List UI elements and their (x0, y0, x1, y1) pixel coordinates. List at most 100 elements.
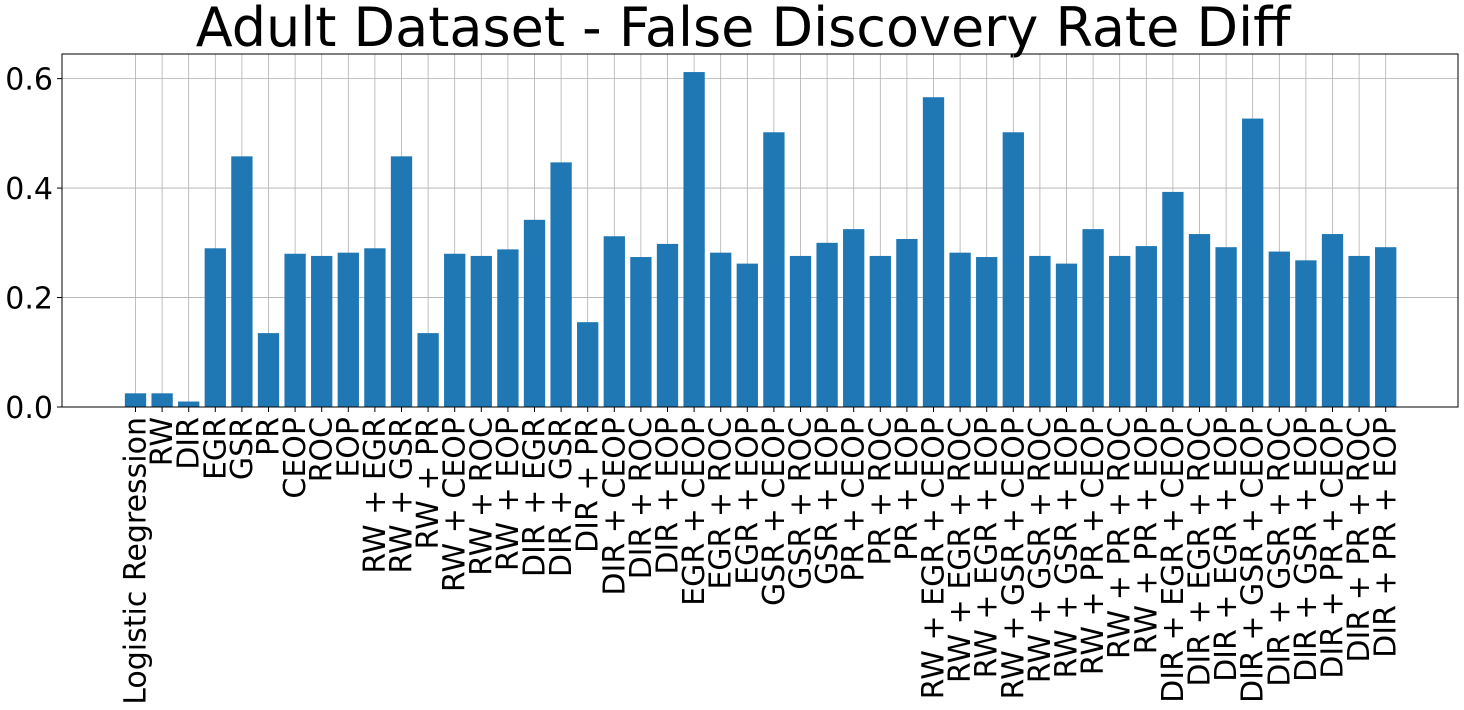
x-tick-label: DIR + EGR (518, 417, 553, 577)
bar (1295, 260, 1317, 407)
bar (869, 255, 891, 407)
bar (816, 242, 838, 407)
x-tick-label: RW + PR + EOP (1129, 417, 1164, 654)
chart-title: Adult Dataset - False Discovery Rate Dif… (196, 0, 1292, 59)
y-axis-ticks: 0.0 0.2 0.4 0.6 (5, 63, 62, 426)
bar (364, 248, 386, 407)
x-tick-label: DIR + GSR + EOP (1289, 417, 1324, 682)
bar (497, 249, 519, 407)
x-tick-label: RW + GSR + ROC (1023, 417, 1058, 683)
x-tick-label: DIR + EGR + ROC (1183, 417, 1218, 687)
x-tick-label: DIR + CEOP (597, 417, 632, 596)
x-axis-ticks: Logistic RegressionRWDIREGRGSRPRCEOPROCE… (119, 407, 1404, 705)
bar (523, 219, 546, 407)
bar (1348, 255, 1370, 407)
x-tick-label: DIR + EGR + CEOP (1156, 417, 1191, 703)
bar (1082, 229, 1104, 407)
bar (949, 252, 971, 407)
x-tick-label: RW + EOP (491, 417, 526, 571)
y-tick-label: 0.0 (5, 391, 53, 426)
x-tick-label: EGR + ROC (704, 417, 739, 590)
x-tick-label: RW (145, 417, 180, 466)
bar (1268, 251, 1290, 407)
bar (1055, 263, 1078, 407)
x-tick-label: RW + GSR (385, 417, 420, 574)
bar (736, 263, 758, 407)
x-tick-label: DIR + GSR + CEOP (1236, 417, 1271, 703)
x-tick-label: PR + EOP (890, 417, 925, 561)
x-tick-label: RW + CEOP (438, 417, 473, 592)
x-tick-label: GSR (225, 417, 260, 480)
x-tick-label: RW + PR + ROC (1103, 417, 1138, 659)
x-tick-label: DIR + PR + CEOP (1316, 417, 1351, 679)
bar (151, 393, 173, 407)
bar (922, 97, 945, 407)
bar (683, 72, 705, 408)
bars-layer (124, 72, 1397, 408)
x-tick-label: RW + EGR (358, 417, 393, 574)
bar (789, 255, 812, 407)
bar (550, 162, 572, 407)
y-tick-label: 0.2 (5, 282, 53, 317)
bar (976, 257, 998, 407)
bar (1215, 247, 1237, 407)
x-tick-label: RW + ROC (464, 417, 499, 576)
bar (1029, 255, 1051, 407)
bar (1188, 234, 1211, 407)
y-tick-label: 0.6 (5, 63, 53, 98)
bar (1321, 234, 1344, 407)
x-tick-label: DIR + PR + EOP (1369, 417, 1404, 658)
bar (656, 243, 679, 407)
x-tick-label: DIR + GSR (544, 417, 579, 577)
x-tick-label: DIR + ROC (624, 417, 659, 579)
bar (1002, 132, 1024, 407)
x-tick-label: DIR + PR + ROC (1342, 417, 1377, 663)
x-tick-label: DIR + EGR + EOP (1209, 417, 1244, 682)
x-tick-label: DIR + GSR + ROC (1262, 417, 1297, 687)
bar (843, 229, 865, 407)
x-tick-label: PR + ROC (863, 417, 898, 566)
x-tick-label: ROC (305, 417, 340, 482)
bar (444, 253, 466, 407)
bar (470, 255, 492, 407)
bar (124, 393, 147, 407)
bar (603, 236, 625, 407)
bar (896, 238, 918, 407)
x-tick-label: EGR + CEOP (677, 417, 712, 606)
x-tick-label: CEOP (278, 417, 313, 499)
bar (1242, 118, 1264, 408)
bar (204, 248, 226, 407)
x-tick-label: EGR (198, 417, 233, 480)
x-tick-label: RW + EGR + CEOP (917, 417, 952, 699)
bar (1109, 255, 1131, 407)
x-tick-label: GSR + ROC (784, 417, 819, 590)
x-tick-label: EGR + EOP (730, 417, 765, 585)
x-tick-label: DIR + EOP (651, 417, 686, 575)
x-tick-label: DIR (172, 417, 207, 470)
x-tick-label: RW + PR (411, 417, 446, 549)
bar (1162, 191, 1184, 407)
x-tick-label: RW + GSR + EOP (1050, 417, 1085, 679)
x-tick-label: Logistic Regression (119, 417, 154, 705)
bar (630, 257, 652, 407)
bar (178, 401, 200, 407)
bar (1135, 246, 1157, 407)
x-tick-label: EOP (331, 417, 366, 478)
x-tick-label: DIR + PR (571, 417, 606, 553)
bar (311, 255, 333, 407)
x-tick-label: PR + CEOP (837, 417, 872, 582)
bar (1375, 247, 1397, 407)
bar (390, 156, 413, 407)
bar (284, 253, 306, 407)
bar (417, 333, 439, 407)
bar (337, 252, 359, 407)
x-tick-label: PR (252, 417, 287, 456)
bar (763, 132, 785, 407)
plot-frame (61, 53, 1459, 408)
x-tick-label: RW + EGR + ROC (943, 417, 978, 683)
bar (231, 156, 253, 407)
bar (257, 333, 280, 407)
x-tick-label: GSR + EOP (810, 417, 845, 585)
bar (577, 322, 599, 407)
